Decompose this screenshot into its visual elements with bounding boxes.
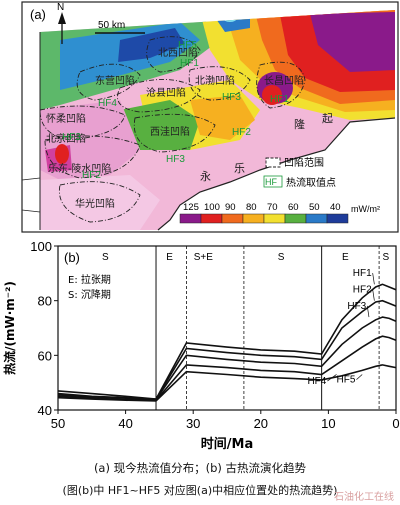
curve-label-leader: [372, 273, 375, 285]
place-label: 隆: [294, 117, 305, 131]
chart-panel-label: (b): [64, 250, 80, 265]
x-tick-label: 30: [186, 416, 200, 431]
legend-depression-range: 凹陷范围: [284, 156, 324, 169]
color-scale-tick-label: 80: [246, 202, 257, 213]
x-tick-label: 0: [392, 416, 399, 431]
y-tick-label: 80: [38, 294, 52, 309]
y-tick-label: 40: [38, 403, 52, 418]
color-scale-tick-label: 40: [330, 202, 341, 213]
curve-label-leader: [366, 305, 370, 318]
place-label: 永: [200, 169, 211, 183]
color-scale-bar: [179, 213, 349, 224]
hf-point-label: HF3: [222, 92, 241, 103]
depression-outlines: [39, 36, 306, 223]
color-scale-tick-label: 70: [267, 202, 278, 213]
depression-label: 华光凹陷: [75, 197, 115, 210]
depression-label: 西洼凹陷: [150, 125, 190, 138]
color-scale-tick-label: 60: [288, 202, 299, 213]
north-arrow-icon: [58, 12, 66, 44]
series-line-hf3: [57, 316, 397, 401]
series-line-hf4: [57, 335, 397, 402]
color-scale-swatch: [179, 213, 202, 224]
hf-point-swatch: [263, 175, 283, 188]
north-label: N: [57, 2, 64, 13]
curve-label-leader: [356, 374, 363, 380]
curve-label: HF1: [353, 268, 372, 279]
y-tick-label: 60: [38, 348, 52, 363]
hf-point-label: HF5: [178, 40, 197, 51]
depression-label: 东营凹陷: [95, 74, 135, 87]
phase-legend-entry: E: 拉张期: [68, 273, 111, 286]
y-axis-label: 热流/(mW·m⁻²): [2, 281, 17, 375]
depression-label: 长昌凹陷: [264, 74, 304, 87]
color-scale-tick-label: 50: [309, 202, 320, 213]
coastline: [157, 117, 396, 231]
hf-point-label: HF1: [270, 94, 289, 105]
color-scale-tick-label: 125: [183, 202, 199, 213]
y-tick-label: 100: [30, 239, 52, 254]
phase-label: S: [278, 252, 285, 263]
x-tick-label: 10: [321, 416, 335, 431]
hf-point-label: HF2: [232, 127, 251, 138]
curve-label: HF3: [347, 301, 366, 312]
curve-label: HF5: [337, 375, 356, 386]
color-scale-swatch: [263, 213, 286, 224]
color-scale-swatch: [305, 213, 328, 224]
legend-hf-tag: HF: [265, 177, 277, 187]
heat-flow-field: [40, 10, 395, 230]
x-axis-label: 时间/Ma: [201, 436, 253, 452]
hf-point-label: HF3: [166, 154, 185, 165]
map-legend: 凹陷范围 HF 热流取值点 125 100 90 80 70 60 50 40 mW/m²: [179, 156, 380, 224]
curve-label-leader: [372, 289, 375, 301]
x-tick-label: 40: [118, 416, 132, 431]
depression-label: 北西凹陷: [158, 46, 198, 59]
color-scale-tick-label: 100: [204, 202, 220, 213]
depression-label: 沧县凹陷: [146, 86, 186, 99]
figure-caption-line1: (a) 现今热流值分布；(b) 古热流演化趋势: [93, 461, 307, 475]
depression-range-swatch: [265, 157, 281, 168]
map-panel-label: (a): [30, 7, 46, 22]
watermark: 石油化工在线: [334, 492, 394, 503]
hf-point-label: HF1: [180, 58, 199, 69]
color-scale-swatch: [200, 213, 223, 224]
figure-caption-line2: (图(b)中 HF1~HF5 对应图(a)中相应位置处的热流趋势): [62, 484, 338, 497]
depression-label: 北京凹陷: [46, 132, 86, 145]
curve-label: HF2: [353, 284, 372, 295]
scale-unit: mW/m²: [351, 204, 380, 214]
phase-label: S+E: [194, 252, 214, 263]
legend-hf-point: 热流取值点: [286, 176, 336, 189]
series-line-hf1: [57, 283, 397, 400]
x-tick-label: 20: [254, 416, 268, 431]
chart-plot-frame: [57, 245, 397, 411]
curve-label-leader: [327, 374, 337, 382]
depression-label: 北渤凹陷: [195, 74, 235, 87]
place-label: 起: [322, 112, 333, 125]
scale-label: 50 km: [98, 20, 125, 31]
heat-flow-map: (a) N 50 km 北西凹陷 东营凹陷 沧县凹陷 北渤凹陷 长昌凹陷 怀柔凹…: [21, 1, 399, 233]
place-label: 乐: [234, 162, 245, 175]
phase-legend-entry: S: 沉降期: [68, 288, 111, 301]
color-scale-tick-label: 90: [225, 202, 236, 213]
x-tick-label: 50: [51, 416, 65, 431]
hf-point-label: HF4: [98, 98, 117, 109]
depression-label: 乐东-陵水凹陷: [48, 162, 111, 175]
depression-label: 怀柔凹陷: [46, 112, 86, 125]
phase-label: E: [166, 252, 173, 263]
color-scale-swatch: [221, 213, 244, 224]
series-line-hf5: [57, 364, 397, 402]
phase-label: S: [383, 252, 390, 263]
phase-label: S: [102, 252, 109, 263]
hf-point-label: HF3: [62, 132, 81, 143]
curve-label: HF4: [307, 376, 326, 387]
color-scale-swatch: [284, 213, 307, 224]
color-scale-swatch: [242, 213, 265, 224]
phase-label: E: [342, 252, 349, 263]
hf-point-label: HF2: [82, 170, 101, 181]
color-scale-swatch: [326, 213, 349, 224]
